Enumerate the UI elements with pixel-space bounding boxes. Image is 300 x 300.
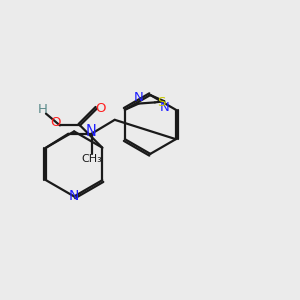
Text: CH₃: CH₃ [81,154,102,164]
Text: O: O [51,116,61,129]
Text: N: N [69,189,79,203]
Text: H: H [37,103,47,116]
Text: N: N [134,91,144,104]
Text: O: O [95,102,106,115]
Text: N: N [86,124,97,139]
Text: N: N [159,101,169,114]
Text: S: S [158,96,166,109]
